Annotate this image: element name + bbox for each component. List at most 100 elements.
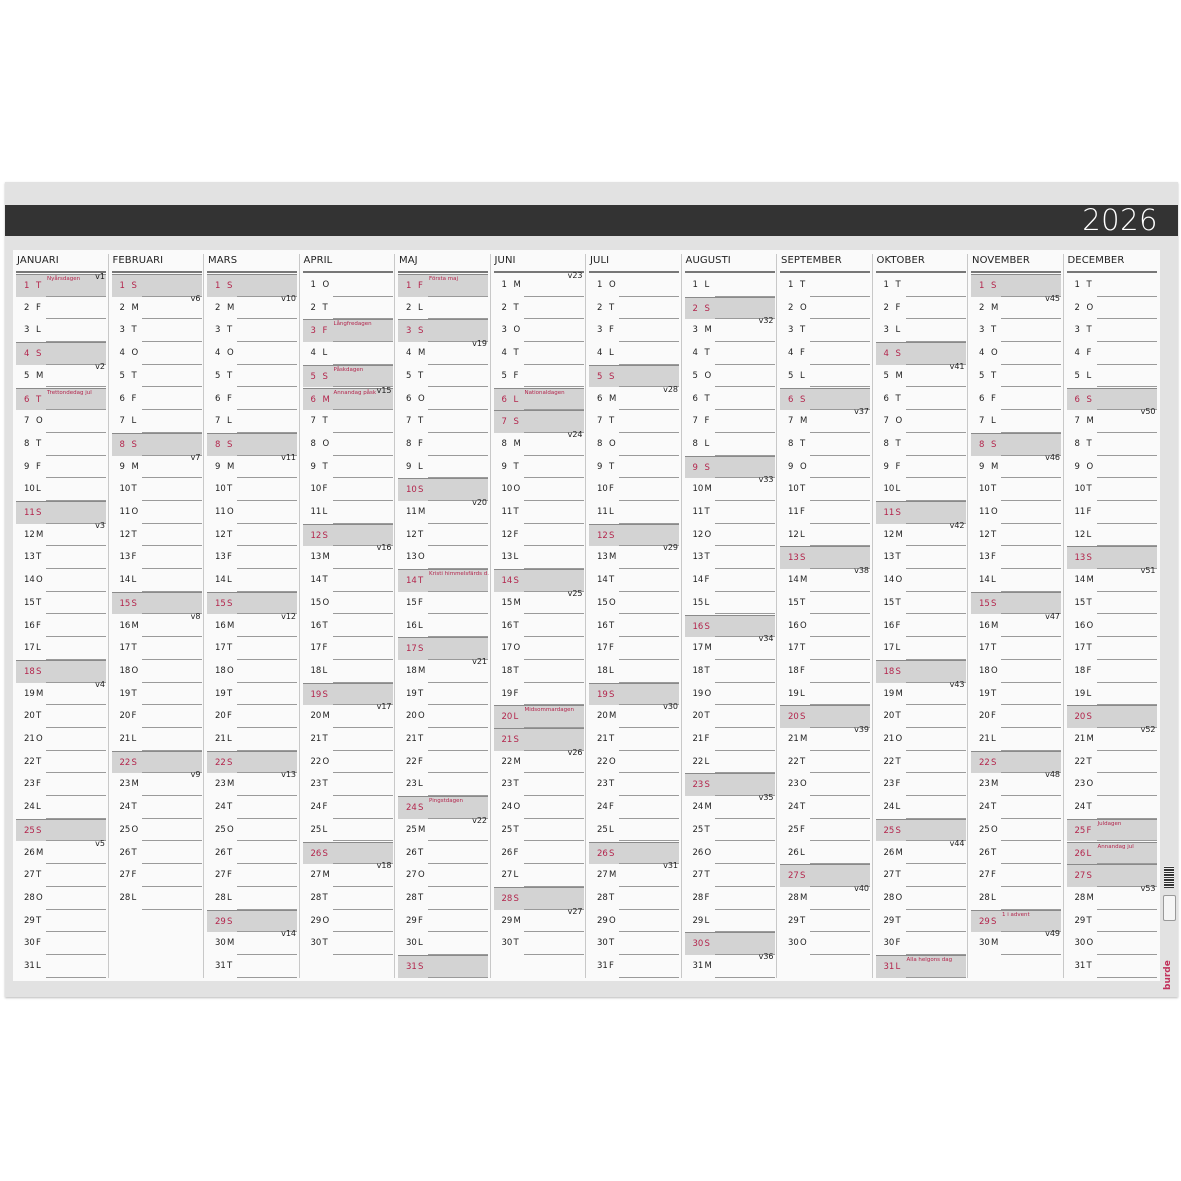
day-row[interactable]: 30 T (494, 932, 584, 955)
day-row[interactable]: 31 S (398, 955, 488, 978)
day-row[interactable]: 26 T (112, 842, 202, 865)
day-row[interactable]: 15 T (1067, 592, 1157, 615)
day-row[interactable]: 25 S (875, 818, 966, 842)
day-row[interactable]: 17 L (16, 637, 106, 660)
day-row[interactable]: 15 S (971, 591, 1061, 615)
day-row[interactable]: 26 L (780, 842, 870, 865)
day-row[interactable]: 30 O (780, 932, 870, 955)
day-row[interactable]: 26 S (589, 841, 679, 865)
day-row[interactable]: 29 F (398, 910, 488, 933)
day-row[interactable]: 28 L (112, 887, 202, 910)
day-row[interactable]: 17 T (971, 637, 1061, 660)
day-row[interactable]: 18 S (16, 659, 106, 683)
day-row[interactable]: 22 T (876, 751, 966, 774)
day-row[interactable]: 16 T (589, 615, 679, 638)
day-row[interactable]: 30 T (589, 932, 679, 955)
day-row[interactable]: 13 F (971, 546, 1061, 570)
day-row[interactable]: 18 T (685, 660, 775, 683)
day-row[interactable]: 6 M Annandag påsk v15 (302, 386, 393, 411)
day-row[interactable]: 22 S (971, 750, 1061, 774)
day-row[interactable]: 13 T (876, 546, 966, 570)
day-row[interactable]: 28 O (876, 887, 966, 910)
day-row[interactable]: 16 O (1067, 615, 1157, 638)
day-row[interactable]: 27 T (876, 864, 966, 887)
day-row[interactable]: 29 T (1067, 910, 1157, 933)
day-row[interactable]: 15 T (16, 592, 106, 615)
day-row[interactable]: 19 T (112, 683, 202, 706)
day-row[interactable]: 14 S (493, 569, 584, 592)
day-row[interactable]: 12 T (207, 524, 297, 547)
day-row[interactable]: 21 L (971, 728, 1061, 751)
day-row[interactable]: 17 O (494, 637, 584, 660)
day-row[interactable]: 28 F (685, 887, 775, 910)
day-row[interactable]: 30 T (303, 932, 393, 955)
day-row[interactable]: 24 L (876, 796, 966, 819)
day-row[interactable]: 11 O (112, 501, 202, 524)
day-row[interactable]: 16 T (303, 615, 393, 638)
day-row[interactable]: 24 T (112, 796, 202, 819)
day-row[interactable]: 19 S (589, 682, 679, 706)
day-row[interactable]: 20 S (1066, 705, 1157, 728)
day-row[interactable]: 10 T (112, 478, 202, 501)
day-row[interactable]: 30 F (16, 932, 106, 955)
day-row[interactable]: 22 T (16, 751, 106, 774)
day-row[interactable]: 13 T (685, 546, 775, 570)
day-row[interactable]: 12 T (112, 524, 202, 547)
day-row[interactable]: 14 T Kristi himmelsfärds d. (398, 569, 489, 592)
day-row[interactable]: 11 F (1067, 501, 1157, 524)
day-row[interactable]: 17 F (303, 637, 393, 660)
day-row[interactable]: 20 T (685, 705, 775, 728)
day-row[interactable]: 15 O (303, 592, 393, 615)
day-row[interactable]: 30 O (1067, 932, 1157, 955)
day-row[interactable]: 22 S (111, 750, 202, 774)
day-row[interactable]: 23 S (684, 773, 775, 797)
day-row[interactable]: 10 L (876, 478, 966, 501)
day-row[interactable]: 14 T (303, 569, 393, 592)
day-row[interactable]: 23 L (398, 773, 488, 797)
day-row[interactable]: 20 F (207, 705, 297, 728)
day-row[interactable]: 31 L Alla helgons dag (875, 955, 966, 978)
day-row[interactable]: 25 T (494, 819, 584, 842)
day-row[interactable]: 13 L (494, 546, 584, 570)
day-row[interactable]: 1 F Första maj (398, 274, 488, 297)
day-row[interactable]: 19 L (1067, 683, 1157, 706)
day-row[interactable]: 25 L (589, 819, 679, 842)
day-row[interactable]: 27 S (1066, 864, 1157, 887)
